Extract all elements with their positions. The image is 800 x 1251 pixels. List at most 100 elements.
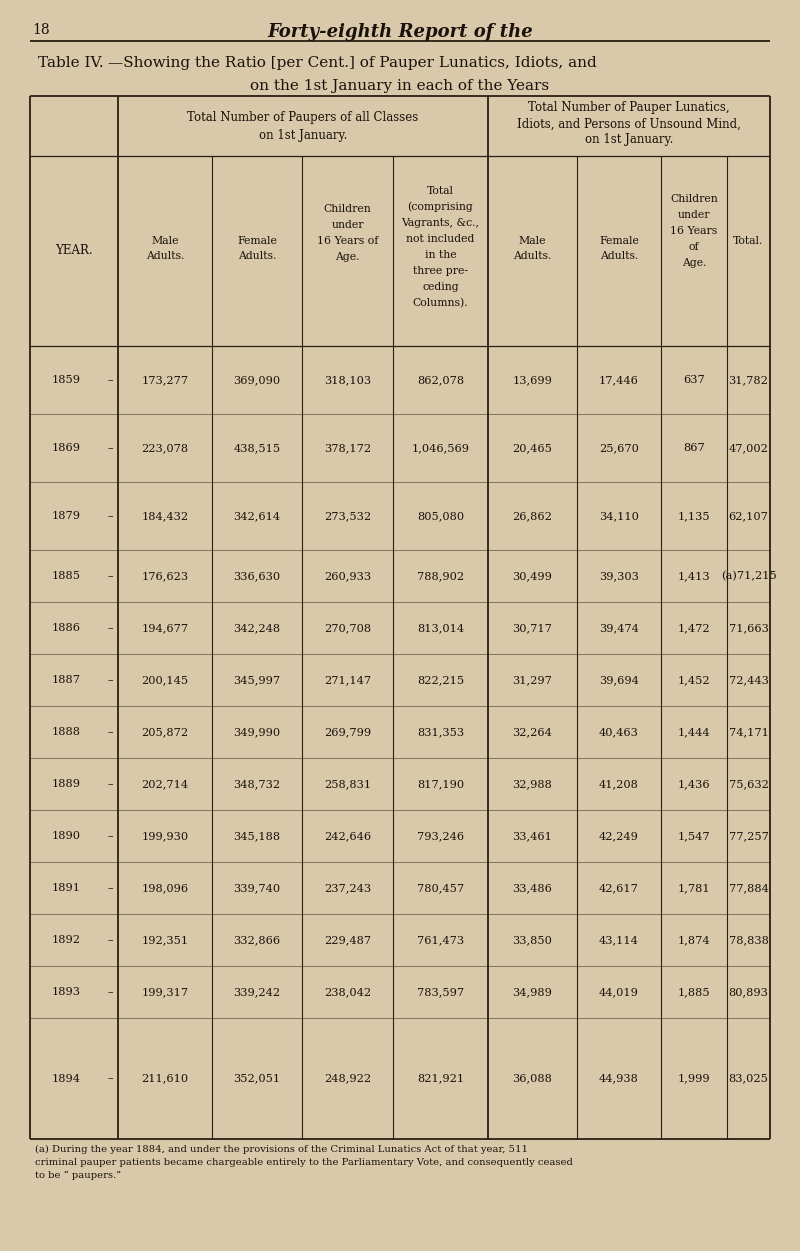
Text: 822,215: 822,215 (417, 676, 464, 686)
Text: Columns).: Columns). (413, 298, 468, 308)
Text: 332,866: 332,866 (234, 934, 281, 945)
Text: 1,046,569: 1,046,569 (411, 443, 470, 453)
Text: 77,884: 77,884 (729, 883, 769, 893)
Text: Age.: Age. (682, 258, 706, 268)
Text: 211,610: 211,610 (142, 1073, 189, 1083)
Text: 44,938: 44,938 (599, 1073, 639, 1083)
Text: 637: 637 (683, 375, 705, 385)
Text: 1889: 1889 (51, 779, 81, 789)
Text: 77,257: 77,257 (729, 831, 769, 841)
Text: 237,243: 237,243 (324, 883, 371, 893)
Text: 269,799: 269,799 (324, 727, 371, 737)
Text: Forty-eighth Report of the: Forty-eighth Report of the (267, 23, 533, 41)
Text: 1887: 1887 (51, 676, 81, 686)
Text: 173,277: 173,277 (142, 375, 189, 385)
Text: 1893: 1893 (51, 987, 81, 997)
Text: 831,353: 831,353 (417, 727, 464, 737)
Text: 200,145: 200,145 (142, 676, 189, 686)
Text: YEAR.: YEAR. (55, 244, 93, 258)
Text: 813,014: 813,014 (417, 623, 464, 633)
Text: 16 Years: 16 Years (670, 226, 718, 236)
Text: 72,443: 72,443 (729, 676, 769, 686)
Text: of: of (689, 241, 699, 251)
Text: 817,190: 817,190 (417, 779, 464, 789)
Text: 20,465: 20,465 (513, 443, 553, 453)
Text: –: – (107, 570, 113, 580)
Text: 62,107: 62,107 (729, 510, 769, 520)
Text: three pre-: three pre- (413, 266, 468, 276)
Text: 44,019: 44,019 (599, 987, 639, 997)
Text: 42,617: 42,617 (599, 883, 639, 893)
Text: 867: 867 (683, 443, 705, 453)
Text: 30,499: 30,499 (513, 570, 553, 580)
Text: not included: not included (406, 234, 474, 244)
Text: 242,646: 242,646 (324, 831, 371, 841)
Text: 32,264: 32,264 (513, 727, 553, 737)
Text: 862,078: 862,078 (417, 375, 464, 385)
Text: 75,632: 75,632 (729, 779, 769, 789)
Text: 793,246: 793,246 (417, 831, 464, 841)
Text: 199,930: 199,930 (142, 831, 189, 841)
Text: –: – (107, 727, 113, 737)
Text: Female: Female (599, 236, 639, 246)
Text: Children: Children (670, 194, 718, 204)
Text: in the: in the (425, 250, 456, 260)
Text: –: – (107, 375, 113, 385)
Text: 438,515: 438,515 (234, 443, 281, 453)
Text: 39,303: 39,303 (599, 570, 639, 580)
Text: Total Number of Paupers of all Classes: Total Number of Paupers of all Classes (187, 110, 418, 124)
Text: –: – (107, 1073, 113, 1083)
Text: 31,297: 31,297 (513, 676, 553, 686)
Text: 74,171: 74,171 (729, 727, 769, 737)
Text: 17,446: 17,446 (599, 375, 639, 385)
Text: 25,670: 25,670 (599, 443, 639, 453)
Text: 1859: 1859 (51, 375, 81, 385)
Text: 783,597: 783,597 (417, 987, 464, 997)
Text: 270,708: 270,708 (324, 623, 371, 633)
Text: 345,997: 345,997 (234, 676, 281, 686)
Text: 258,831: 258,831 (324, 779, 371, 789)
Text: 788,902: 788,902 (417, 570, 464, 580)
Text: Total Number of Pauper Lunatics,: Total Number of Pauper Lunatics, (528, 101, 730, 115)
Text: 41,208: 41,208 (599, 779, 639, 789)
Text: Adults.: Adults. (238, 251, 276, 261)
Text: 780,457: 780,457 (417, 883, 464, 893)
Text: under: under (331, 220, 364, 230)
Text: 336,630: 336,630 (234, 570, 281, 580)
Text: 34,989: 34,989 (513, 987, 553, 997)
Text: 273,532: 273,532 (324, 510, 371, 520)
Text: –: – (107, 676, 113, 686)
Text: 369,090: 369,090 (234, 375, 281, 385)
Text: 339,242: 339,242 (234, 987, 281, 997)
Text: 1885: 1885 (51, 570, 81, 580)
Text: 229,487: 229,487 (324, 934, 371, 945)
Text: –: – (107, 623, 113, 633)
Text: Total.: Total. (734, 236, 764, 246)
Text: 223,078: 223,078 (142, 443, 189, 453)
Text: on 1st January.: on 1st January. (259, 129, 347, 141)
Text: 1,885: 1,885 (678, 987, 710, 997)
Text: 352,051: 352,051 (234, 1073, 281, 1083)
Text: Children: Children (324, 204, 371, 214)
Text: 318,103: 318,103 (324, 375, 371, 385)
Text: 805,080: 805,080 (417, 510, 464, 520)
Text: 1886: 1886 (51, 623, 81, 633)
Text: 80,893: 80,893 (729, 987, 769, 997)
Text: (comprising: (comprising (408, 201, 474, 213)
Text: 36,088: 36,088 (513, 1073, 553, 1083)
Text: (a)71,215: (a)71,215 (721, 570, 776, 582)
Text: 47,002: 47,002 (729, 443, 769, 453)
Text: 176,623: 176,623 (142, 570, 189, 580)
Text: 1,413: 1,413 (678, 570, 710, 580)
Text: under: under (678, 210, 710, 220)
Text: –: – (107, 831, 113, 841)
Text: Total: Total (427, 186, 454, 196)
Text: 71,663: 71,663 (729, 623, 769, 633)
Text: Adults.: Adults. (514, 251, 552, 261)
Text: 339,740: 339,740 (234, 883, 281, 893)
Text: 1,135: 1,135 (678, 510, 710, 520)
Text: Adults.: Adults. (600, 251, 638, 261)
Text: 39,694: 39,694 (599, 676, 639, 686)
Text: 32,988: 32,988 (513, 779, 553, 789)
Text: 1,999: 1,999 (678, 1073, 710, 1083)
